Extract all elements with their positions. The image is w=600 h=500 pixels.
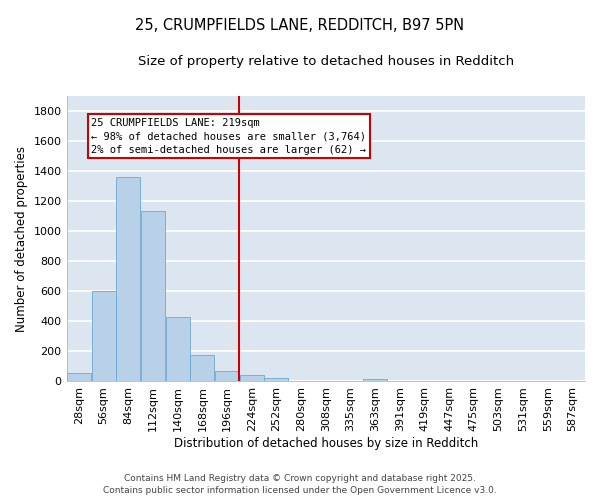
X-axis label: Distribution of detached houses by size in Redditch: Distribution of detached houses by size … xyxy=(173,437,478,450)
Bar xyxy=(116,177,140,382)
Text: Contains HM Land Registry data © Crown copyright and database right 2025.
Contai: Contains HM Land Registry data © Crown c… xyxy=(103,474,497,495)
Bar xyxy=(67,373,91,382)
Bar xyxy=(190,355,214,382)
Bar xyxy=(240,376,263,382)
Bar xyxy=(215,371,239,382)
Title: Size of property relative to detached houses in Redditch: Size of property relative to detached ho… xyxy=(138,55,514,68)
Text: 25, CRUMPFIELDS LANE, REDDITCH, B97 5PN: 25, CRUMPFIELDS LANE, REDDITCH, B97 5PN xyxy=(136,18,464,32)
Bar xyxy=(166,317,190,382)
Y-axis label: Number of detached properties: Number of detached properties xyxy=(15,146,28,332)
Bar xyxy=(141,212,165,382)
Bar xyxy=(363,378,387,382)
Bar xyxy=(92,291,116,382)
Bar xyxy=(265,378,289,382)
Text: 25 CRUMPFIELDS LANE: 219sqm
← 98% of detached houses are smaller (3,764)
2% of s: 25 CRUMPFIELDS LANE: 219sqm ← 98% of det… xyxy=(91,118,366,154)
